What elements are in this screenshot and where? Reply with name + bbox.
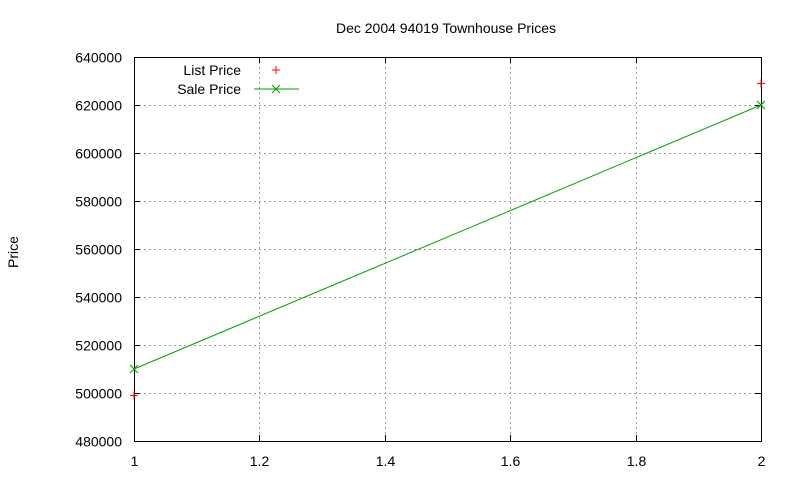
- y-tick-label: 480000: [75, 434, 122, 450]
- y-tick-label: 620000: [75, 98, 122, 114]
- y-tick-label: 580000: [75, 194, 122, 210]
- x-tick-label: 2: [758, 453, 766, 469]
- x-tick-label: 1.2: [250, 453, 270, 469]
- axes: 480000 500000 520000 540000 560000 580000 6000…: [75, 50, 765, 470]
- chart-title: Dec 2004 94019 Townhouse Prices: [336, 20, 556, 36]
- x-marker: [756, 100, 766, 110]
- legend-label: Sale Price: [177, 81, 241, 97]
- y-tick-label: 500000: [75, 386, 122, 402]
- x-tick-label: 1.4: [376, 453, 396, 469]
- x-marker: [129, 364, 139, 374]
- x-tick-label: 1.8: [627, 453, 647, 469]
- y-tick-label: 640000: [75, 50, 122, 66]
- x-tick-label: 1.6: [501, 453, 521, 469]
- series-line: [133, 104, 762, 370]
- y-tick-label: 560000: [75, 242, 122, 258]
- grid-lines: [134, 57, 761, 441]
- y-tick-label: 520000: [75, 338, 122, 354]
- plot-border: [134, 57, 762, 442]
- legend-label: List Price: [183, 62, 241, 78]
- series-layer: [129, 79, 766, 400]
- y-axis-label: Price: [5, 236, 21, 268]
- x-marker: [271, 84, 281, 94]
- x-tick-label: 1: [131, 453, 139, 469]
- y-tick-label: 540000: [75, 290, 122, 306]
- y-tick-label: 600000: [75, 146, 122, 162]
- legend: List Price Sale Price: [177, 62, 299, 97]
